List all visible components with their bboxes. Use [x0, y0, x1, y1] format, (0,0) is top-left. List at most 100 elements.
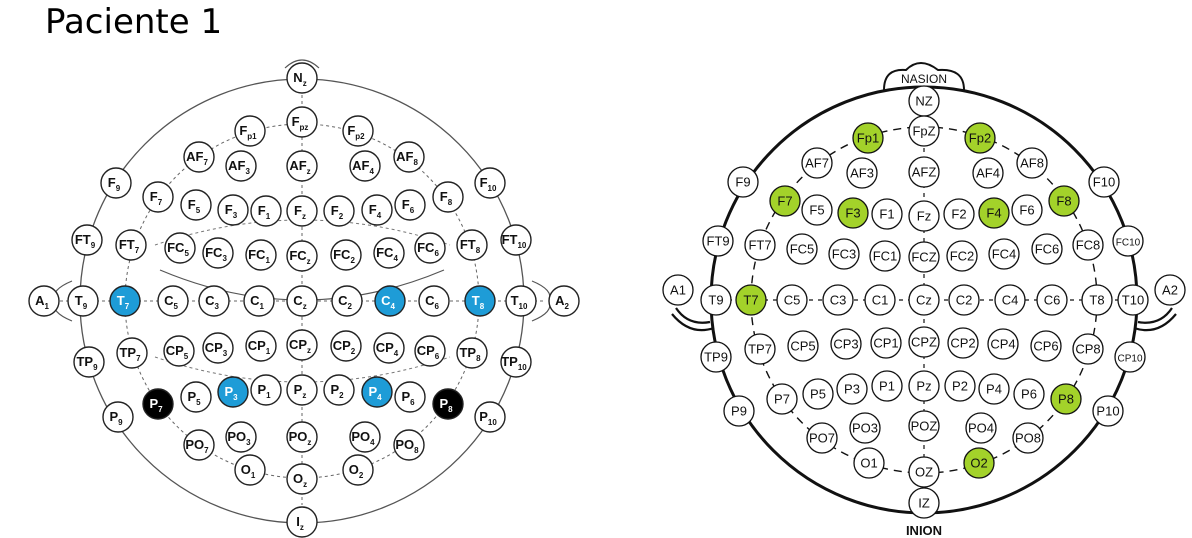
right-electrode-label: Pz: [916, 379, 931, 394]
left-electrode-label: F8: [440, 189, 453, 207]
right-electrode-label: P5: [810, 387, 826, 402]
left-electrode-label: P7: [149, 396, 163, 414]
right-electrode-label: CP8: [1075, 342, 1100, 357]
right-electrode-label: FC6: [1035, 242, 1060, 257]
left-electrode-label: Oz: [293, 471, 307, 489]
right-electrode-f8: F8: [1048, 185, 1080, 217]
right-electrode-fc3: FC3: [828, 238, 860, 270]
right-electrode-label: PO3: [852, 421, 878, 436]
right-electrode-t10: T10: [1117, 284, 1149, 316]
left-electrode-label: TP7: [119, 345, 141, 363]
left-electrode-label: C6: [425, 293, 439, 311]
right-electrode-label: PO8: [1015, 431, 1041, 446]
right-electrode-label: C6: [1044, 293, 1061, 308]
left-electrode-t10: T10: [505, 285, 537, 317]
right-electrode-p3: P3: [836, 373, 868, 405]
right-electrode-af3: AF3: [846, 157, 878, 189]
right-electrode-f6: F6: [1011, 194, 1043, 226]
right-electrode-label: F7: [777, 194, 792, 209]
left-electrode-fc1: FC1: [245, 239, 277, 271]
right-electrode-fpz: FpZ: [908, 115, 940, 147]
left-electrode-nz: Nz: [286, 62, 318, 94]
right-electrode-tp7: TP7: [744, 333, 776, 365]
left-electrode-label: TP9: [76, 354, 98, 372]
right-electrode-p8: P8: [1050, 383, 1082, 415]
left-eeg-map: Nz Fpz Fp1 Fp2 AF7 AF3 AFz AF4 AF8 F9 F7 F5 F3 F1 Fz F2…: [28, 59, 580, 538]
right-electrode-fc1: FC1: [869, 240, 901, 272]
left-electrode-label: P4: [368, 384, 382, 402]
right-electrode-label: OZ: [915, 465, 933, 480]
right-electrode-label: F4: [986, 206, 1001, 221]
right-electrode-pz: Pz: [908, 370, 940, 402]
right-electrode-f9: F9: [727, 166, 759, 198]
right-electrode-label: T7: [743, 293, 758, 308]
left-electrode-p1: P1: [250, 374, 282, 406]
left-electrode-label: F9: [108, 175, 121, 193]
right-electrode-label: FC5: [790, 242, 815, 257]
left-electrode-af3: AF3: [225, 150, 257, 182]
right-electrode-label: POZ: [911, 419, 938, 434]
left-electrode-fc6: FC6: [414, 232, 446, 264]
right-electrode-af8: AF8: [1016, 147, 1048, 179]
right-electrode-label: C1: [872, 293, 889, 308]
left-electrode-label: CP4: [376, 340, 399, 358]
right-electrode-label: FCZ: [911, 250, 936, 265]
right-electrode-f4: F4: [978, 197, 1010, 229]
left-electrode-label: C1: [250, 293, 264, 311]
right-electrode-label: Fp2: [969, 131, 991, 146]
right-electrode-a1: A1: [662, 274, 694, 306]
left-electrode-cp1: CP1: [245, 330, 277, 362]
left-electrode-label: CP6: [417, 343, 440, 361]
right-electrode-label: F1: [879, 207, 894, 222]
left-electrode-fc4: FC4: [373, 237, 405, 269]
right-electrode-label: P8: [1058, 392, 1074, 407]
left-electrode-cz: Cz: [286, 285, 318, 317]
left-electrode-label: P3: [224, 384, 238, 402]
right-electrode-oz: OZ: [908, 456, 940, 488]
left-electrode-label: FC5: [167, 240, 189, 258]
right-electrode-p1: P1: [871, 370, 903, 402]
left-electrode-t8: T8: [464, 285, 496, 317]
right-electrode-label: A2: [1162, 283, 1178, 298]
left-electrode-label: O2: [349, 462, 364, 480]
left-electrode-tp10: TP10: [500, 346, 532, 378]
left-electrode-label: Fz: [294, 203, 306, 221]
left-electrode-label: F10: [480, 175, 497, 193]
left-electrode-label: P9: [109, 409, 123, 427]
left-electrode-t9: T9: [67, 285, 99, 317]
left-electrode-label: FC3: [205, 245, 227, 263]
right-electrode-label: CP1: [873, 336, 898, 351]
left-electrode-label: P1: [257, 382, 271, 400]
left-electrode-fc2: FC2: [330, 239, 362, 271]
left-electrode-c3: C3: [198, 285, 230, 317]
left-electrode-af4: AF4: [349, 150, 381, 182]
right-electrode-cp1: CP1: [870, 327, 902, 359]
left-electrode-label: C4: [381, 293, 395, 311]
right-electrode-po8: PO8: [1012, 422, 1044, 454]
right-electrode-label: CP10: [1117, 354, 1142, 365]
left-electrode-p4: P4: [361, 376, 393, 408]
left-electrode-label: T9: [75, 293, 88, 311]
left-electrode-pz: Pz: [286, 374, 318, 406]
left-electrode-label: P2: [330, 382, 344, 400]
right-electrode-label: Fp1: [857, 131, 879, 146]
left-electrode-label: POz: [289, 429, 312, 447]
inion-label: INION: [906, 523, 942, 538]
left-electrode-cp4: CP4: [373, 332, 405, 364]
left-electrode-p6: P6: [394, 381, 426, 413]
left-electrode-ft8: FT8: [456, 229, 488, 261]
right-electrode-p2: P2: [944, 370, 976, 402]
right-electrode-fp2: Fp2: [964, 122, 996, 154]
right-electrode-a2: A2: [1154, 274, 1186, 306]
right-electrode-p4: P4: [978, 373, 1010, 405]
right-electrode-t7: T7: [735, 284, 767, 316]
right-electrode-label: Fz: [917, 209, 931, 224]
left-electrode-fz: Fz: [286, 195, 318, 227]
right-electrode-label: AF7: [805, 156, 829, 171]
right-electrode-tp9: TP9: [700, 341, 732, 373]
left-electrode-af7: AF7: [183, 141, 215, 173]
left-electrode-cp2: CP2: [330, 330, 362, 362]
left-electrode-f8: F8: [432, 181, 464, 213]
left-electrode-p8: P8: [432, 388, 464, 420]
left-electrode-label: PO7: [185, 437, 209, 455]
